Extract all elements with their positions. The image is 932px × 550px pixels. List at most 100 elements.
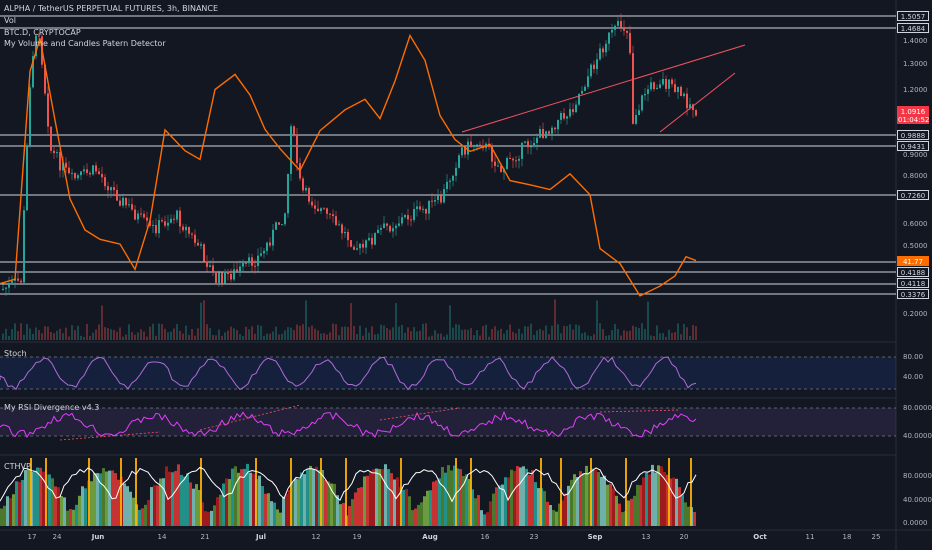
candle-body [644,93,646,96]
volume-bar [137,332,139,340]
candle-body [275,222,277,230]
histogram-bar [279,512,282,526]
signal-bar [590,458,592,526]
candle-body [347,231,349,241]
candle-body [290,126,292,174]
volume-bar [299,325,301,340]
candle-body [494,161,496,166]
candle-body [647,89,649,94]
candle-body [287,173,289,214]
volume-bar [344,326,346,340]
volume-bar [287,327,289,340]
price-label: 1.2000 [903,86,928,94]
trendlines[interactable] [461,44,746,133]
candle-body [566,116,568,119]
volume-bar [599,323,601,340]
candle-body [602,48,604,53]
candle-body [539,128,541,138]
signal-bar [690,458,692,526]
histogram-bar [258,475,261,526]
volume-bar [383,325,385,340]
volume-bar [452,327,454,340]
histogram-bar [96,473,99,526]
volume-bar [203,300,205,340]
candle-body [164,221,166,226]
volume-bar [389,329,391,340]
histogram-bar [300,472,303,526]
volume-bar [488,336,490,340]
histogram-bar [162,478,165,526]
histogram-bar [432,481,435,526]
candle-body [542,128,544,139]
volume-bar [20,323,22,340]
volume-bar [251,326,253,340]
candle-body [641,95,643,111]
candle-body [458,155,460,168]
volume-bar [194,335,196,340]
candle-body [674,84,676,92]
volume-bar [398,326,400,340]
histogram-bar [261,486,264,526]
rsi-band [0,408,896,436]
histogram-bar [336,495,339,526]
price-label: 0.8000 [903,172,928,180]
volume-bar [596,300,598,340]
histogram-bar [195,484,198,526]
volume-bar [611,330,613,340]
histogram-bar [693,511,696,526]
volume-bar [683,323,685,340]
candle-body [446,181,448,190]
candle-body [191,233,193,235]
candle-body [635,114,637,124]
candle-body [254,265,256,267]
volume-bar [641,323,643,340]
volume-bar [293,329,295,340]
candle-body [224,271,226,284]
candle-body [680,86,682,96]
candle-body [272,229,274,246]
vol-label[interactable]: Vol [4,16,16,25]
volume-bar [173,328,175,340]
volume-bar [110,329,112,340]
candle-body [182,226,184,231]
rsi-title[interactable]: My RSI Divergence v4.3 [4,403,100,412]
candle-body [449,180,451,182]
indicator-label[interactable]: My Volume and Candles Patern Detector [4,39,166,48]
volume-bar [107,328,109,340]
histogram-bar [54,486,57,526]
btc-d-label[interactable]: BTC.D, CRYPTOCAP [4,28,81,37]
histogram-bar [339,504,342,526]
third-pane-title[interactable]: CTHVP [4,462,31,471]
candle-body [314,205,316,209]
trendline-upper [461,44,746,133]
symbol-title[interactable]: ALPHA / TetherUS PERPETUAL FUTURES, 3h, … [4,4,219,13]
stoch-title[interactable]: Stoch [4,349,27,358]
volume-bar [230,326,232,340]
divergence-line [599,409,681,413]
histogram-bar [657,465,660,526]
level-box: 1.5057 [897,11,929,21]
support-resistance-lines[interactable] [0,15,896,295]
candle-body [581,90,583,94]
candle-body [203,244,205,262]
histogram-bar [60,496,63,526]
candle-body [671,79,673,85]
histogram-bar [231,468,234,526]
candle-body [578,93,580,105]
candle-body [653,82,655,90]
candle-body [173,218,175,220]
volume-bar [86,323,88,340]
volume-bar [485,324,487,340]
histogram-bar [219,494,222,526]
volume-bar [101,305,103,340]
histogram-bar [144,504,147,526]
candle-body [638,110,640,115]
candle-body [77,175,79,179]
volume-bar [35,327,37,340]
volume-bar [569,324,571,340]
volume-bar [140,329,142,340]
volume-bar [59,328,61,340]
rsi-divergence-pane [0,404,896,441]
histogram-bar [156,485,159,526]
